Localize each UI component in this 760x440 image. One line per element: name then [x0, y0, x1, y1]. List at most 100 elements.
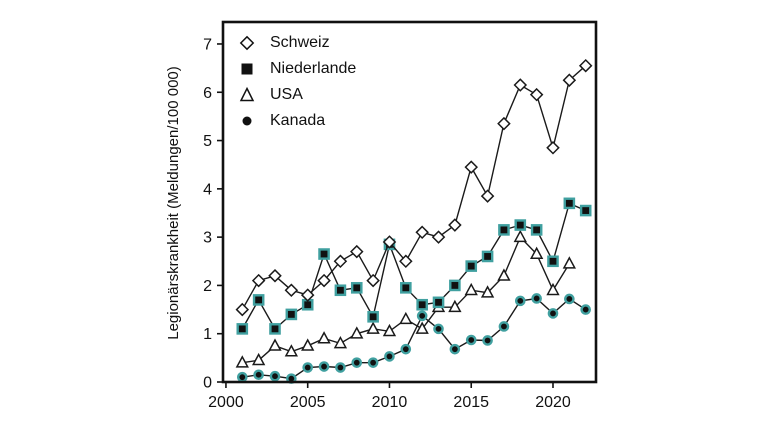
data-point-usa [350, 326, 364, 339]
data-point-niederlande [400, 282, 412, 294]
data-point-kanada [253, 369, 264, 381]
data-point-niederlande [514, 219, 527, 231]
data-point-niederlande [252, 294, 265, 306]
x-tick-label: 2020 [535, 394, 571, 411]
data-point-kanada [269, 370, 281, 382]
data-point-kanada [318, 361, 330, 372]
legend-glyph [242, 116, 252, 126]
data-point-usa [399, 311, 413, 325]
data-point-kanada [514, 295, 526, 307]
data-point-schweiz [578, 58, 593, 73]
data-point-schweiz [382, 235, 397, 249]
plot-frame [221, 20, 598, 384]
data-point-schweiz [546, 141, 560, 155]
data-point-schweiz [333, 254, 348, 269]
data-point-schweiz [480, 189, 495, 203]
data-point-schweiz [366, 273, 380, 288]
data-point-schweiz [284, 283, 299, 298]
triangle-icon [239, 86, 255, 102]
data-point-niederlande [318, 248, 330, 260]
data-point-niederlande [465, 260, 478, 272]
data-point-schweiz [529, 87, 544, 102]
data-point-niederlande [481, 250, 494, 263]
data-point-usa [235, 355, 249, 368]
data-point-niederlande [432, 296, 445, 309]
data-point-kanada [547, 308, 559, 319]
data-point-kanada [384, 351, 395, 362]
data-point-niederlande [416, 298, 428, 311]
legend-glyph [239, 86, 255, 102]
data-point-usa [333, 335, 348, 349]
data-point-niederlande [367, 311, 379, 323]
y-tick-label: 5 [203, 133, 212, 150]
data-point-usa [464, 282, 478, 296]
legend-item-kanada: Kanada [237, 108, 356, 134]
data-point-schweiz [251, 273, 266, 288]
data-point-usa [562, 256, 577, 269]
series-line-schweiz [241, 65, 587, 310]
x-tick-label: 2000 [208, 394, 244, 411]
data-point-kanada [580, 304, 591, 315]
x-tick-label: 2010 [372, 394, 408, 411]
data-point-niederlande [449, 279, 461, 292]
legend-item-schweiz: Schweiz [237, 30, 356, 56]
legend: Schweiz Niederlande USA Kanada [237, 30, 356, 134]
legend-label: Kanada [270, 112, 326, 129]
data-point-niederlande [547, 255, 559, 268]
data-point-schweiz [562, 73, 577, 87]
data-point-kanada [498, 321, 510, 332]
data-point-schweiz [431, 230, 446, 244]
data-point-niederlande [334, 284, 347, 297]
data-point-schweiz [497, 116, 511, 131]
data-point-schweiz [513, 78, 528, 92]
data-point-usa [382, 323, 397, 337]
data-point-schweiz [415, 225, 429, 240]
data-point-kanada [302, 362, 314, 373]
data-point-niederlande [350, 282, 363, 294]
data-point-schweiz [350, 244, 364, 259]
y-tick-label: 7 [203, 36, 212, 53]
data-point-usa [415, 321, 429, 334]
data-point-kanada [351, 357, 363, 368]
data-point-kanada [367, 357, 379, 368]
data-point-usa [448, 299, 462, 313]
y-tick-label: 1 [203, 326, 212, 343]
y-tick-label: 6 [203, 85, 212, 102]
data-point-kanada [400, 343, 412, 355]
legend-glyph [239, 35, 255, 51]
data-point-usa [251, 352, 266, 366]
data-point-kanada [236, 371, 248, 383]
series-line-kanada [242, 297, 587, 380]
data-point-usa [497, 268, 511, 281]
x-tick-label: 2005 [290, 394, 326, 411]
data-point-schweiz [300, 288, 315, 302]
x-tick-label: 2015 [453, 394, 489, 411]
y-tick-label: 0 [203, 375, 212, 392]
data-point-niederlande [579, 204, 592, 217]
data-point-usa [317, 331, 331, 344]
legend-item-niederlande: Niederlande [237, 56, 356, 82]
data-point-usa [480, 285, 495, 298]
square-icon [241, 63, 253, 75]
y-tick-label: 2 [203, 278, 212, 295]
data-point-kanada [465, 334, 477, 346]
y-tick-label: 4 [203, 181, 212, 198]
data-point-schweiz [399, 254, 413, 269]
data-point-niederlande [285, 308, 298, 321]
data-point-niederlande [530, 224, 543, 236]
y-axis-title: Legionärskrankheit (Meldungen/100 000) [165, 66, 182, 340]
data-point-schweiz [464, 160, 478, 174]
y-tick-label: 3 [203, 230, 212, 247]
data-point-usa [301, 338, 315, 351]
data-point-niederlande [563, 197, 576, 210]
data-point-usa [284, 344, 299, 357]
data-point-usa [546, 282, 560, 296]
legend-glyph [241, 63, 253, 75]
circle-icon [242, 116, 252, 126]
data-point-schweiz [268, 269, 282, 283]
series-line-niederlande [241, 202, 586, 330]
data-point-schweiz [448, 218, 462, 232]
data-point-kanada [482, 335, 493, 346]
legend-item-usa: USA [237, 82, 356, 108]
